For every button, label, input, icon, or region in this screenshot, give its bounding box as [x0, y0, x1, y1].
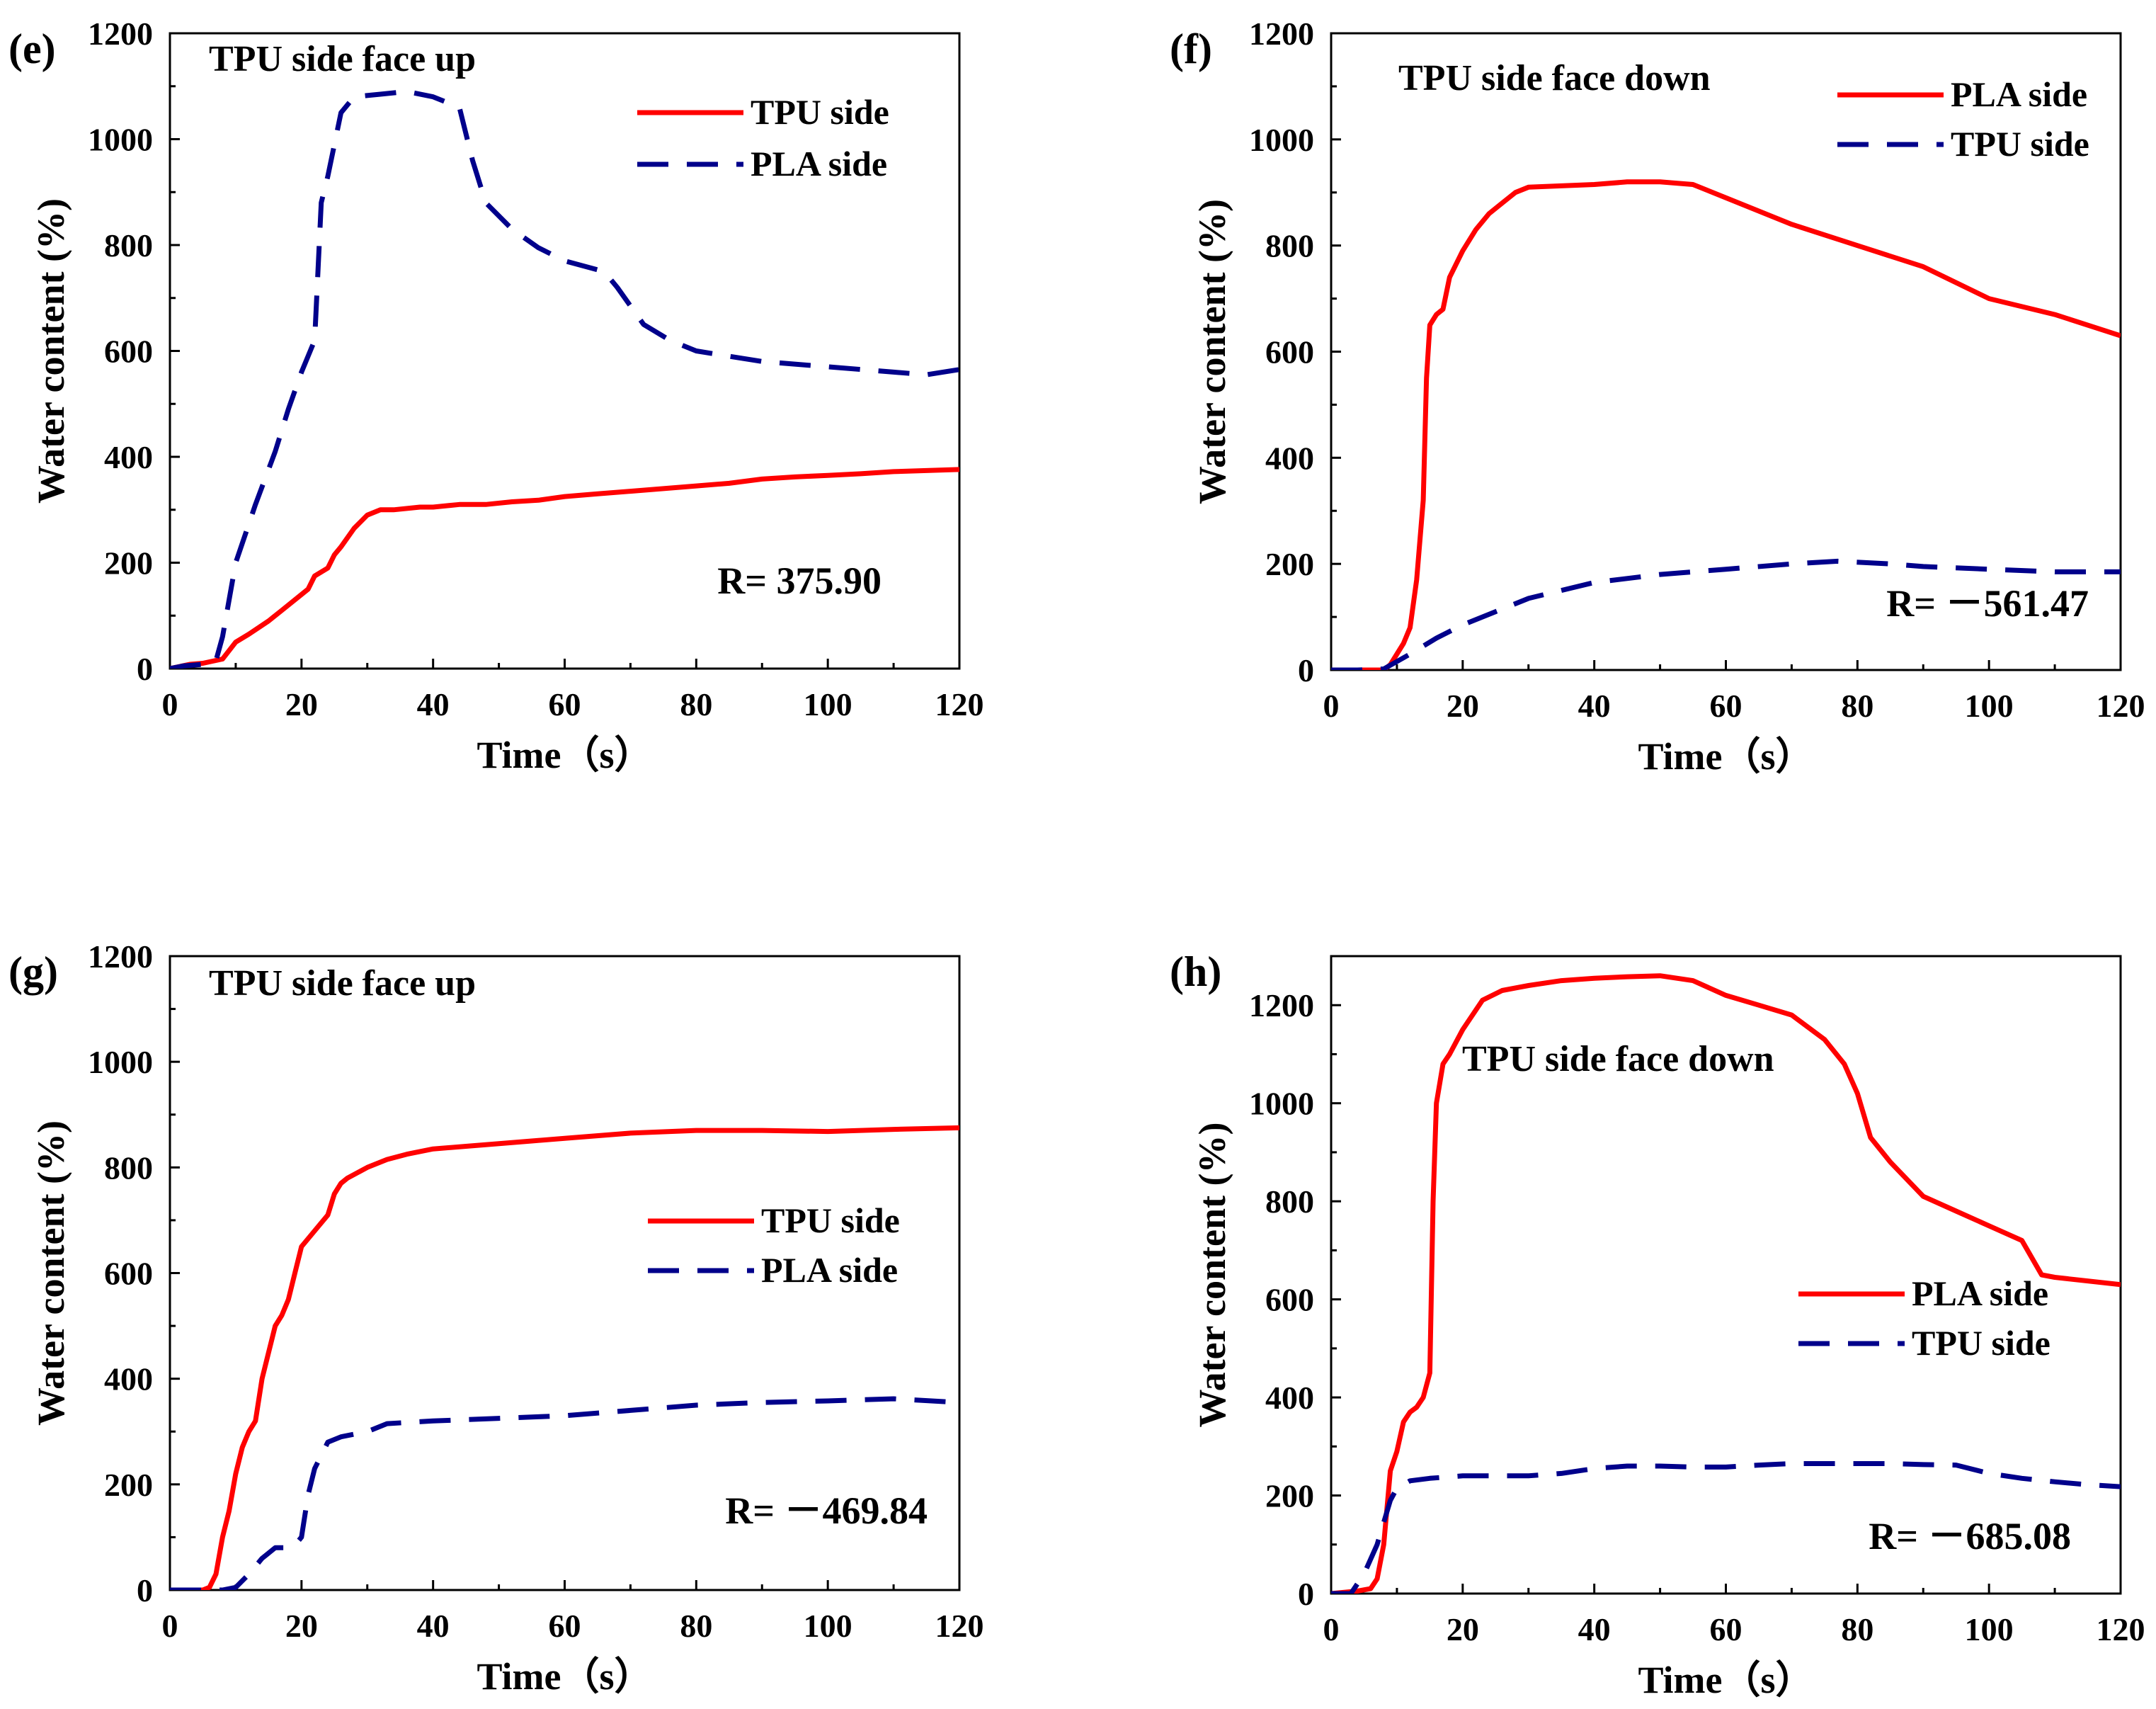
chart-panel-0: 0 20 40 60 80 100 120020040060080010001200Time… [8, 16, 984, 776]
y-tick-label: 1000 [1249, 1086, 1314, 1122]
x-tick-label: 100 [1965, 688, 2014, 724]
chart-title: TPU side face down [1462, 1039, 1774, 1079]
x-tick-label: 60 [1710, 1611, 1743, 1647]
chart-title: TPU side face up [209, 39, 476, 79]
r-value-annotation: R= －685.08 [1869, 1515, 2071, 1557]
r-value-annotation: R= －561.47 [1886, 582, 2089, 625]
y-tick-label: 600 [104, 1256, 153, 1292]
x-tick-label: 80 [1841, 688, 1873, 724]
legend-label: PLA side [761, 1250, 898, 1290]
y-tick-label: 1200 [1249, 16, 1314, 52]
series-line-tpu-side [170, 1125, 959, 1590]
panel-label: (e) [8, 25, 56, 72]
x-tick-label: 0 [1323, 688, 1340, 724]
y-tick-label: 800 [1265, 1183, 1314, 1220]
x-axis-label: Time（s） [477, 1655, 652, 1698]
y-tick-label: 1200 [88, 938, 153, 975]
x-tick-label: 20 [285, 686, 318, 722]
series-line-pla-side [1331, 973, 2121, 1594]
x-tick-label: 0 [162, 1608, 178, 1644]
y-tick-label: 0 [137, 1572, 153, 1608]
y-tick-label: 200 [1265, 1478, 1314, 1514]
y-axis-label: Water content (%) [1191, 199, 1233, 504]
y-axis-label: Water content (%) [1191, 1123, 1233, 1428]
chart-title: TPU side face up [209, 963, 476, 1004]
x-tick-label: 100 [804, 686, 852, 722]
y-tick-label: 1200 [88, 16, 153, 52]
y-tick-label: 400 [1265, 440, 1314, 476]
x-tick-label: 0 [162, 686, 178, 722]
x-tick-label: 120 [935, 1608, 984, 1644]
x-tick-label: 20 [1447, 1611, 1479, 1647]
x-tick-label: 40 [417, 1608, 450, 1644]
legend-label: TPU side [1951, 124, 2089, 164]
x-tick-label: 20 [285, 1608, 318, 1644]
panel-label: (g) [8, 948, 58, 995]
y-tick-label: 400 [1265, 1380, 1314, 1416]
y-tick-label: 0 [1298, 652, 1314, 688]
x-tick-label: 60 [1710, 688, 1743, 724]
chart-title: TPU side face down [1398, 58, 1711, 98]
x-tick-label: 60 [549, 1608, 581, 1644]
y-tick-label: 800 [104, 1149, 153, 1186]
r-value-annotation: R= 375.90 [717, 560, 882, 602]
x-tick-label: 80 [680, 1608, 712, 1644]
x-tick-label: 20 [1447, 688, 1479, 724]
y-tick-label: 200 [104, 545, 153, 581]
panel-label: (h) [1170, 948, 1221, 995]
legend-label: TPU side [751, 92, 889, 132]
series-line-pla-side [170, 1396, 959, 1590]
y-tick-label: 800 [1265, 228, 1314, 264]
y-tick-label: 1000 [1249, 122, 1314, 158]
legend-label: TPU side [761, 1200, 900, 1240]
y-tick-label: 400 [104, 1361, 153, 1397]
chart-panel-1: 0 20 40 60 80 100 120020040060080010001200Time… [1170, 16, 2145, 778]
series-line-tpu-side [1331, 558, 2121, 670]
series-line-pla-side [1331, 179, 2121, 670]
x-tick-label: 120 [935, 686, 984, 722]
y-tick-label: 0 [1298, 1576, 1314, 1612]
y-tick-label: 200 [104, 1467, 153, 1503]
y-tick-label: 1200 [1249, 987, 1314, 1023]
x-axis-label: Time（s） [1638, 735, 1813, 778]
y-tick-label: 600 [1265, 1282, 1314, 1318]
legend-label: TPU side [1912, 1323, 2051, 1363]
y-tick-label: 1000 [88, 122, 153, 158]
y-tick-label: 600 [104, 334, 153, 370]
series-line-tpu-side [1331, 1461, 2121, 1594]
x-axis-label: Time（s） [1638, 1659, 1813, 1701]
x-tick-label: 80 [1841, 1611, 1873, 1647]
series-line-pla-side [170, 89, 959, 669]
x-tick-label: 100 [804, 1608, 852, 1644]
panel-label: (f) [1170, 25, 1212, 72]
y-tick-label: 200 [1265, 546, 1314, 582]
chart-panel-2: 0 20 40 60 80 100 120020040060080010001200Time… [8, 938, 984, 1698]
series-line-tpu-side [170, 467, 959, 669]
x-tick-label: 40 [1578, 688, 1611, 724]
x-tick-label: 60 [549, 686, 581, 722]
x-axis-label: Time（s） [477, 734, 652, 776]
x-tick-label: 120 [2097, 1611, 2145, 1647]
legend-label: PLA side [1951, 74, 2087, 114]
legend-label: PLA side [1912, 1273, 2048, 1313]
legend-label: PLA side [751, 144, 887, 183]
y-tick-label: 0 [137, 651, 153, 687]
x-tick-label: 120 [2097, 688, 2145, 724]
x-tick-label: 100 [1965, 1611, 2014, 1647]
x-tick-label: 80 [680, 686, 712, 722]
y-tick-label: 600 [1265, 334, 1314, 370]
y-axis-label: Water content (%) [30, 1120, 72, 1426]
x-tick-label: 40 [1578, 1611, 1611, 1647]
y-tick-label: 400 [104, 439, 153, 475]
r-value-annotation: R= －469.84 [725, 1489, 928, 1532]
chart-panel-3: 0 20 40 60 80 100 120020040060080010001200Time… [1170, 948, 2145, 1701]
y-axis-label: Water content (%) [30, 198, 72, 504]
x-tick-label: 0 [1323, 1611, 1340, 1647]
y-tick-label: 800 [104, 227, 153, 263]
y-tick-label: 1000 [88, 1044, 153, 1080]
x-tick-label: 40 [417, 686, 450, 722]
